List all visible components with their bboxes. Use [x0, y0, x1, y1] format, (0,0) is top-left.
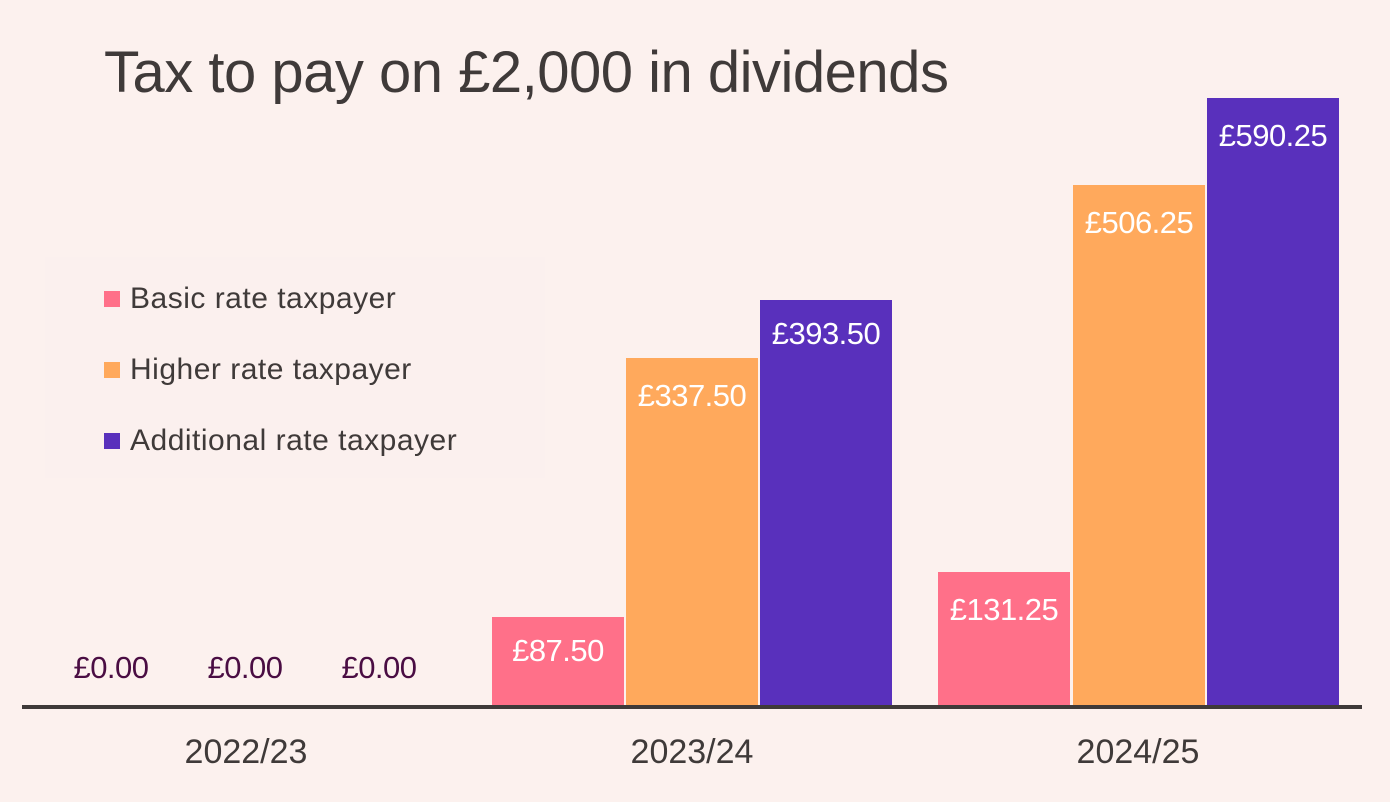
chart-title: Tax to pay on £2,000 in dividends: [104, 40, 949, 105]
bar-additional-2023: £393.50: [760, 300, 892, 705]
legend-item-basic: Basic rate taxpayer: [104, 281, 396, 317]
x-axis-label-2023: 2023/24: [630, 733, 754, 771]
x-axis-label-2024: 2024/25: [1076, 733, 1200, 771]
bar-higher-2024: £506.25: [1073, 185, 1205, 705]
legend: Basic rate taxpayer Higher rate taxpayer…: [45, 257, 545, 478]
zero-label-higher-2022: £0.00: [207, 650, 283, 685]
bar-value-label: £506.25: [1084, 205, 1194, 240]
legend-label: Additional rate taxpayer: [130, 424, 458, 457]
bar-higher-2023: £337.50: [626, 358, 758, 705]
zero-label-additional-2022: £0.00: [341, 650, 417, 685]
legend-label: Higher rate taxpayer: [130, 353, 412, 386]
zero-label-basic-2022: £0.00: [73, 650, 149, 685]
legend-label: Basic rate taxpayer: [130, 282, 397, 315]
bar-basic-2024: £131.25: [938, 572, 1070, 705]
bar-value-label: £87.50: [512, 633, 604, 668]
bar-value-label: £131.25: [949, 592, 1059, 627]
legend-swatch-higher-icon: [104, 362, 120, 378]
x-axis-label-2022: 2022/23: [184, 733, 308, 771]
bar-value-label: £337.50: [637, 378, 747, 413]
x-axis-line: [22, 705, 1362, 709]
legend-item-higher: Higher rate taxpayer: [104, 352, 412, 388]
bar-additional-2024: £590.25: [1207, 98, 1339, 705]
legend-item-additional: Additional rate taxpayer: [104, 423, 457, 459]
bar-basic-2023: £87.50: [492, 617, 624, 705]
bar-value-label: £393.50: [771, 316, 881, 351]
legend-swatch-basic-icon: [104, 291, 120, 307]
bar-value-label: £590.25: [1218, 118, 1328, 153]
legend-swatch-additional-icon: [104, 433, 120, 449]
